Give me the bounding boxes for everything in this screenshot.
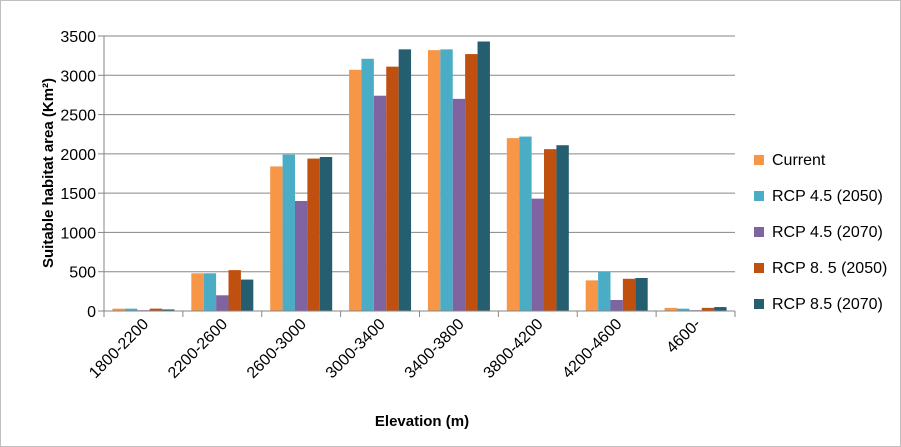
y-tick-label: 1000 (60, 225, 96, 242)
bar (282, 154, 295, 311)
bar (519, 136, 532, 311)
bar-series (112, 41, 727, 312)
legend-swatch (754, 191, 764, 201)
bar (191, 273, 204, 311)
bar (319, 157, 333, 311)
bar (228, 270, 241, 311)
legend-swatch (754, 263, 764, 273)
y-tick-label: 2000 (60, 147, 96, 164)
legend-label: RCP 4.5 (2070) (772, 224, 883, 241)
bar (203, 273, 217, 311)
y-tick-label: 2500 (60, 108, 96, 125)
bar (386, 66, 399, 312)
gridlines (104, 35, 735, 273)
bar (598, 271, 611, 311)
bar (307, 158, 320, 311)
bar (240, 279, 254, 311)
bar (452, 98, 466, 311)
y-tick-label: 3500 (60, 29, 96, 46)
bar (585, 280, 599, 311)
bar (676, 308, 690, 311)
bar (531, 198, 545, 311)
x-axis-title: Elevation (m) (375, 413, 469, 430)
y-tick-label: 0 (87, 304, 96, 321)
legend-label: RCP 8.5 (2070) (772, 296, 883, 313)
bar (635, 278, 648, 311)
x-tick-label: 3000-3400 (323, 316, 389, 382)
bar (349, 69, 362, 312)
legend-label: RCP 4.5 (2050) (772, 188, 883, 205)
legend-label: Current (772, 152, 826, 169)
x-tick-label: 4200-4600 (559, 316, 625, 382)
y-tick-label: 1500 (60, 186, 96, 203)
bar (622, 278, 636, 311)
bar (294, 201, 308, 311)
x-tick-label: 2200-2600 (165, 316, 231, 382)
bar (427, 50, 441, 312)
bar (714, 307, 727, 311)
bar (373, 95, 387, 311)
legend-swatch (754, 155, 764, 165)
legend: Current RCP 4.5 (2050) RCP 4.5 (2070) RCP 8… (754, 152, 887, 313)
legend-swatch (754, 299, 764, 309)
x-tick-label: 1800-2200 (86, 316, 152, 382)
bar (398, 49, 412, 311)
bar (270, 166, 283, 311)
x-tick-label: 3400-3800 (402, 316, 468, 382)
x-tick-label: 3800-4200 (481, 316, 547, 382)
y-tick-label: 500 (69, 265, 96, 282)
bar (162, 309, 175, 311)
bar (556, 145, 569, 311)
bar (124, 308, 138, 311)
y-tick-labels: 0 500 1000 1500 2000 2500 3000 3500 (60, 29, 104, 321)
bar (465, 54, 478, 311)
bar (544, 149, 557, 311)
legend-swatch (754, 227, 764, 237)
bar (216, 295, 229, 311)
bar (477, 41, 490, 311)
bar (112, 308, 125, 311)
y-axis-title: Suitable habitat area (Km²) (40, 78, 57, 268)
bar (149, 308, 163, 311)
bar (506, 138, 520, 311)
bar (664, 307, 677, 311)
bar (361, 58, 374, 312)
bar (610, 300, 623, 311)
bar (440, 49, 453, 311)
bar (701, 307, 715, 311)
x-tick-labels: 1800-2200 2200-2600 2600-3000 3000-3400 3400… (86, 311, 736, 382)
y-tick-label: 3000 (60, 68, 96, 85)
x-tick-label: 2600-3000 (244, 316, 310, 382)
legend-label: RCP 8. 5 (2050) (772, 260, 887, 277)
x-tick-label: 4600- (663, 316, 704, 357)
